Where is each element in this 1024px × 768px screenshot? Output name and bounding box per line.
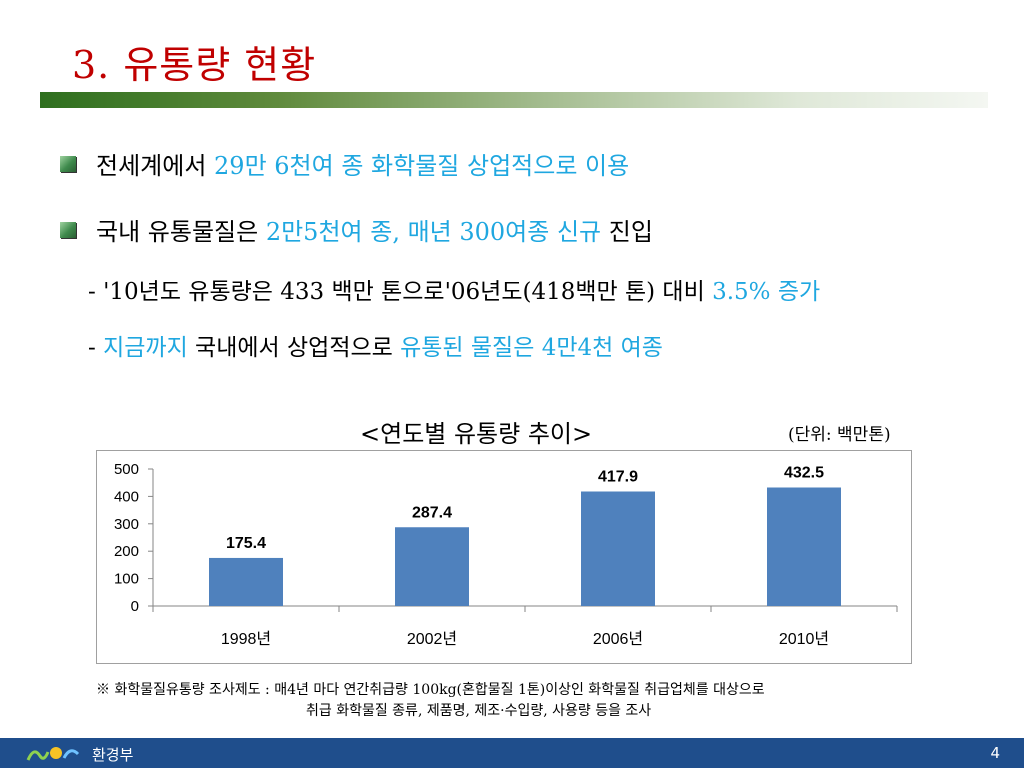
bullet-square-icon (60, 156, 76, 172)
y-tick-label: 500 (114, 461, 139, 478)
sub-2-highlight-2: 유통된 물질은 4만4천 여종 (400, 335, 663, 361)
data-label: 175.4 (226, 535, 266, 552)
footer-bar: 환경부 4 (0, 738, 1024, 768)
sub-2-dash: - (88, 335, 104, 361)
chart-frame: 0 100 200 300 400 500 175.4 1998년 287.4 2002년 417.… (96, 450, 912, 664)
y-tick-label: 100 (114, 571, 139, 588)
footnote: ※ 화학물질유통량 조사제도 : 매4년 마다 연간취급량 100kg(혼합물질… (96, 680, 926, 722)
sub-1-highlight: 3.5% 증가 (712, 279, 821, 305)
title-gradient-bar (40, 92, 988, 108)
bar (767, 487, 841, 606)
x-tick-label: 1998년 (221, 630, 271, 648)
sub-2-highlight: 지금까지 (103, 335, 188, 361)
bar (395, 527, 469, 606)
bar (209, 557, 283, 606)
data-label: 417.9 (598, 468, 638, 485)
bullet-2-highlight: 2만5천여 종, 매년 300여종 신규 (265, 218, 602, 246)
x-tick-label: 2006년 (593, 630, 643, 648)
y-tick-label: 0 (131, 598, 139, 615)
sub-1-text: - '10년도 유통량은 433 백만 톤으로'06년도(418백만 톤) 대비 (88, 279, 713, 305)
bullet-1-text: 전세계에서 (96, 152, 215, 180)
footnote-line-2: 취급 화학물질 종류, 제품명, 제조·수입량, 사용량 등을 조사 (306, 703, 652, 719)
slide-title: 3. 유통량 현황 (72, 43, 317, 87)
bar (581, 491, 655, 606)
bar-chart: 0 100 200 300 400 500 175.4 1998년 287.4 2002년 417.… (114, 461, 898, 648)
page-number: 4 (990, 744, 1000, 762)
y-tick-label: 200 (114, 543, 139, 560)
x-tick-label: 2002년 (407, 630, 457, 648)
y-tick-label: 300 (114, 516, 139, 533)
bullet-item-1: 전세계에서 29만 6천여 종 화학물질 상업적으로 이용 (60, 146, 629, 181)
bullet-item-2: 국내 유통물질은 2만5천여 종, 매년 300여종 신규 진입 (60, 212, 653, 247)
bullet-1-highlight: 29만 6천여 종 화학물질 상업적으로 이용 (214, 152, 630, 180)
bullet-square-icon (60, 222, 76, 238)
data-label: 287.4 (412, 504, 452, 521)
sub-item-1: - '10년도 유통량은 433 백만 톤으로'06년도(418백만 톤) 대비… (88, 272, 820, 306)
y-tick-label: 400 (114, 488, 139, 505)
chart-title: <연도별 유통량 추이> (360, 420, 593, 448)
ministry-logo-icon (26, 747, 80, 761)
footer-org: 환경부 (92, 746, 134, 764)
bullet-2-post: 진입 (601, 218, 653, 246)
sub-item-2: - 지금까지 국내에서 상업적으로 유통된 물질은 4만4천 여종 (88, 328, 663, 362)
unit-label: (단위: 백만톤) (788, 425, 891, 445)
sub-2-text: 국내에서 상업적으로 (187, 335, 401, 361)
data-label: 432.5 (784, 464, 824, 481)
x-tick-label: 2010년 (779, 630, 829, 648)
bullet-2-text: 국내 유통물질은 (96, 218, 266, 246)
footnote-line-1: ※ 화학물질유통량 조사제도 : 매4년 마다 연간취급량 100kg(혼합물질… (96, 682, 765, 698)
